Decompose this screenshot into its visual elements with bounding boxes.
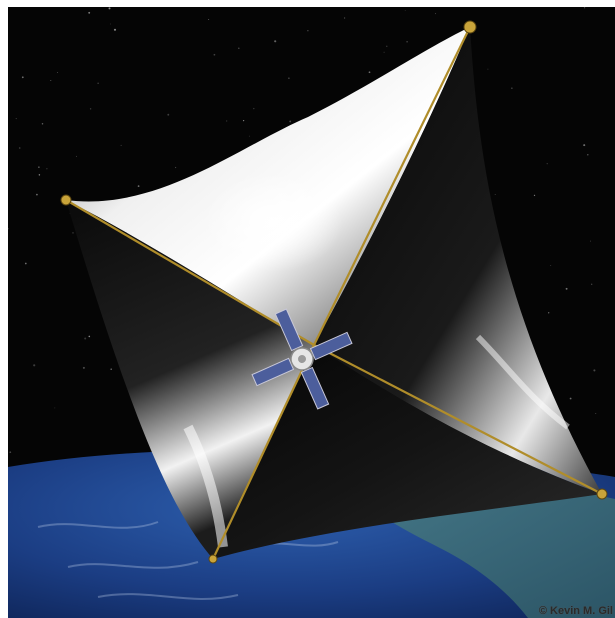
star — [583, 144, 586, 147]
star — [82, 366, 85, 369]
star — [406, 41, 408, 43]
boom-tip — [463, 20, 477, 34]
solar-panel — [251, 357, 295, 387]
solar-panel — [274, 308, 304, 352]
star — [36, 193, 38, 196]
star — [595, 412, 597, 415]
star — [208, 19, 210, 20]
star — [113, 28, 117, 31]
star — [494, 194, 496, 195]
star — [226, 120, 228, 122]
earth-clouds — [37, 521, 339, 600]
star — [546, 163, 548, 165]
star — [97, 82, 99, 84]
star — [274, 40, 277, 43]
star — [548, 312, 550, 314]
boom-top — [313, 26, 471, 346]
sail-highlight — [203, 172, 343, 272]
star — [50, 80, 52, 81]
star — [589, 240, 591, 242]
star — [533, 194, 536, 197]
star — [75, 155, 77, 157]
star — [110, 368, 112, 371]
sail-quadrant-right — [314, 27, 602, 494]
star — [24, 262, 27, 265]
boom-tips — [60, 20, 608, 564]
boom-tip — [208, 554, 218, 564]
star — [84, 337, 87, 340]
star — [89, 108, 92, 110]
photo-credit: © Kevin M. Gil — [538, 605, 613, 617]
solar-panel — [309, 331, 353, 361]
star — [238, 47, 240, 49]
star — [120, 144, 122, 146]
star — [288, 77, 290, 79]
star — [46, 168, 48, 170]
star — [368, 71, 371, 74]
star — [511, 87, 513, 89]
star — [21, 76, 24, 79]
star — [167, 113, 170, 116]
star — [15, 118, 17, 120]
star — [57, 72, 59, 73]
star — [54, 407, 56, 409]
star — [88, 335, 91, 338]
star — [108, 7, 111, 10]
star — [583, 7, 586, 9]
solar-sail-scene — [8, 7, 615, 618]
star — [307, 30, 309, 32]
star — [565, 287, 568, 290]
star — [386, 45, 388, 47]
star — [593, 369, 596, 372]
star — [435, 13, 437, 15]
image-frame: © Kevin M. Gil — [8, 7, 615, 618]
star — [383, 51, 385, 53]
sail — [66, 27, 602, 559]
sail-fold — [183, 424, 228, 548]
star — [18, 147, 21, 149]
star — [88, 11, 91, 14]
star — [404, 10, 406, 11]
boom-tip — [596, 488, 608, 500]
boom-left — [65, 199, 315, 346]
sail-quadrant-bottom — [213, 345, 602, 559]
star — [253, 107, 255, 110]
star — [9, 451, 12, 454]
star — [137, 185, 140, 187]
solar-panel — [300, 366, 330, 410]
star — [591, 283, 593, 285]
star — [343, 17, 346, 19]
star — [72, 232, 74, 234]
star — [38, 174, 41, 176]
star — [487, 68, 489, 70]
star — [242, 119, 245, 122]
star — [289, 120, 292, 123]
star — [213, 53, 216, 56]
star — [550, 265, 552, 267]
star — [33, 364, 36, 367]
star — [41, 123, 44, 125]
star — [8, 227, 9, 230]
star — [248, 135, 250, 137]
star — [109, 23, 111, 25]
booms — [65, 26, 603, 560]
sail-quadrant-left — [66, 200, 314, 559]
sail-fold — [475, 334, 570, 430]
star — [174, 166, 177, 169]
star — [587, 154, 589, 156]
boom-right — [313, 344, 603, 495]
spacecraft-hub — [298, 355, 306, 363]
boom-tip — [60, 194, 72, 206]
boom-bottom — [212, 344, 315, 560]
star — [569, 397, 572, 400]
star — [38, 166, 40, 168]
spacecraft — [251, 308, 353, 410]
